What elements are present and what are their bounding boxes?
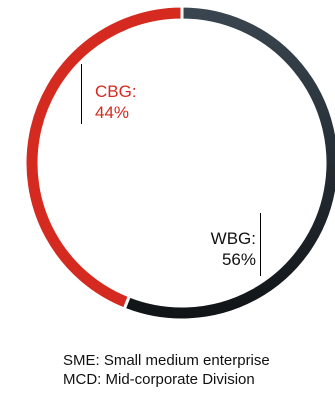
cbg-label-value: 44% [95, 103, 130, 122]
cbg-data-label: CBG: 44% [95, 81, 137, 123]
wbg-data-label: WBG: 56% [211, 228, 256, 270]
footnote-sme: SME: Small medium enterprise [63, 352, 270, 369]
wbg-leader-line [260, 213, 261, 276]
slice-wbg [122, 4, 335, 322]
cbg-label-name: CBG: [95, 82, 137, 101]
footnote-mcd: MCD: Mid-corporate Division [63, 371, 255, 388]
cbg-leader-line [81, 64, 82, 124]
donut-chart [23, 4, 335, 322]
wbg-label-name: WBG: [210, 229, 256, 248]
slice-cbg [23, 4, 184, 311]
footnotes: SME: Small medium enterprise MCD: Mid-co… [63, 351, 270, 389]
wbg-label-value: 56% [221, 250, 256, 269]
